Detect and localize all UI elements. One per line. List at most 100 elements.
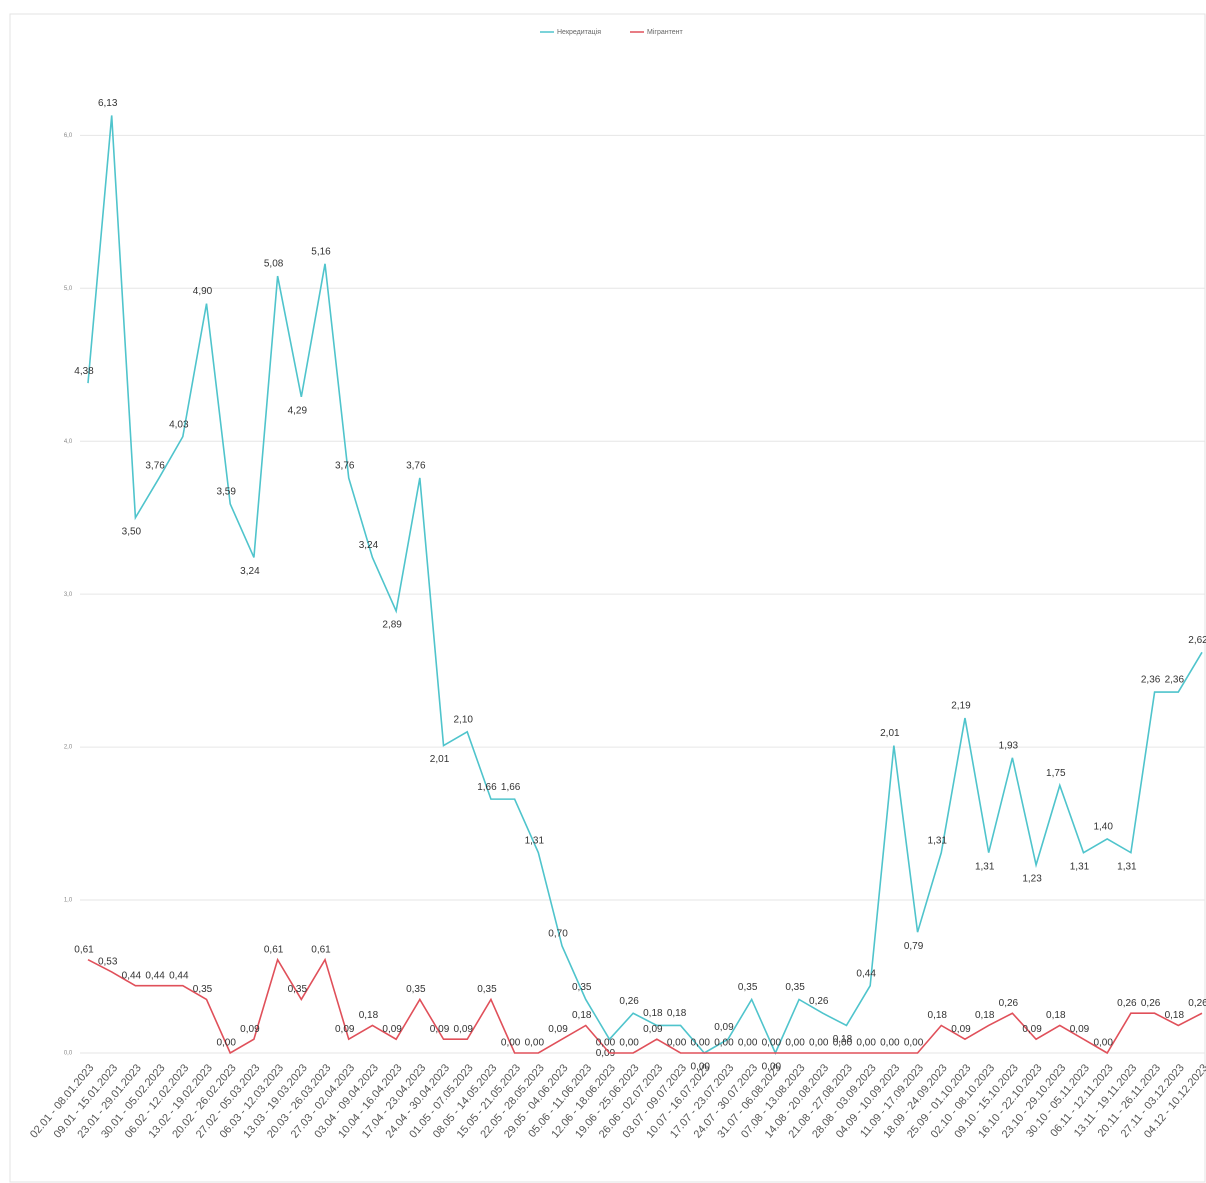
y-tick-label: 1,0 [64,898,73,904]
data-label: 4,03 [169,419,189,430]
data-label: 0,00 [691,1038,711,1049]
data-label: 0,70 [548,929,568,940]
data-label: 0,00 [501,1038,521,1049]
data-label: 0,00 [667,1038,687,1049]
data-label: 0,18 [643,1008,663,1019]
data-label: 0,00 [525,1038,545,1049]
data-label: 0,18 [1165,1010,1185,1021]
chart-border [9,13,1206,1183]
data-label: 0,18 [833,1034,853,1045]
data-label: 0,35 [193,984,213,995]
data-label: 0,00 [785,1038,805,1049]
data-label: 0,00 [762,1038,782,1049]
data-label: 3,76 [406,461,426,472]
data-label: 0,09 [240,1024,260,1035]
data-label: 0,26 [1141,998,1161,1009]
data-label: 0,00 [216,1038,236,1049]
data-label: 0,18 [975,1010,995,1021]
data-label: 3,76 [335,461,355,472]
data-label: 0,18 [1046,1010,1066,1021]
data-label: 0,44 [856,968,876,979]
data-label: 0,35 [738,982,758,993]
data-label: 0,00 [880,1038,900,1049]
data-label: 0,79 [904,941,924,952]
data-label: 0,00 [833,1038,853,1049]
data-label: 0,26 [1117,998,1137,1009]
data-label: 2,89 [382,620,402,631]
data-label: 0,00 [762,1062,782,1073]
data-label: 0,09 [1070,1024,1090,1035]
data-label: 1,40 [1093,822,1113,833]
data-label: 0,35 [406,984,426,995]
data-label: 0,09 [335,1024,355,1035]
data-label: 2,36 [1141,675,1161,686]
data-label: 2,01 [430,754,450,765]
data-label: 0,61 [264,944,284,955]
data-label: 0,09 [1022,1024,1042,1035]
data-label: 5,08 [264,259,284,270]
data-label: 3,24 [359,540,379,551]
data-label: 0,18 [928,1010,948,1021]
data-label: 0,09 [643,1024,663,1035]
data-label: 0,09 [714,1022,734,1033]
data-label: 2,62 [1188,635,1206,646]
data-label: 1,31 [1117,861,1137,872]
data-label: 0,35 [572,982,592,993]
data-label: 0,09 [382,1024,402,1035]
data-label: 1,31 [928,835,948,846]
data-label: 0,44 [122,970,142,981]
data-label: 3,24 [240,566,260,577]
y-tick-label: 5,0 [64,286,73,292]
data-label: 4,29 [288,406,308,417]
data-label: 1,23 [1022,874,1042,885]
data-label: 1,66 [477,782,497,793]
data-label: 0,18 [667,1008,687,1019]
data-label: 0,00 [691,1062,711,1073]
data-label: 0,26 [619,996,639,1007]
data-label: 0,09 [951,1024,971,1035]
data-label: 3,50 [122,526,142,537]
data-label: 1,31 [975,861,995,872]
data-label: 0,35 [477,984,497,995]
data-label: 0,44 [145,970,165,981]
y-tick-label: 0,0 [64,1051,73,1057]
data-label: 0,26 [809,996,829,1007]
data-label: 0,35 [288,984,308,995]
series-line [87,115,1203,1055]
data-label: 2,10 [453,714,473,725]
data-label: 3,76 [145,461,165,472]
y-tick-label: 2,0 [64,745,73,751]
data-label: 0,09 [430,1024,450,1035]
data-label: 2,19 [951,701,971,712]
data-label: 0,00 [596,1038,616,1049]
data-label: 0,00 [856,1038,876,1049]
data-label: 0,00 [738,1038,758,1049]
data-label: 1,75 [1046,768,1066,779]
data-label: 0,61 [74,944,94,955]
data-label: 1,31 [525,835,545,846]
data-label: 2,36 [1165,675,1185,686]
data-label: 1,31 [1070,861,1090,872]
data-label: 0,26 [1188,998,1206,1009]
data-label: 0,00 [714,1038,734,1049]
y-tick-label: 4,0 [64,439,73,445]
data-label: 6,13 [98,98,118,109]
data-label: 0,18 [359,1010,379,1021]
data-label: 4,90 [193,286,213,297]
data-label: 0,00 [619,1038,639,1049]
data-label: 0,00 [1093,1038,1113,1049]
data-label: 0,44 [169,970,189,981]
data-label: 3,59 [216,487,236,498]
y-tick-label: 6,0 [64,133,73,139]
legend-label: Мігрантент [647,28,683,36]
data-label: 0,00 [904,1038,924,1049]
data-label: 0,35 [785,982,805,993]
data-label: 0,61 [311,944,331,955]
data-label: 0,00 [809,1038,829,1049]
data-label: 1,66 [501,782,521,793]
data-label: 5,16 [311,246,331,257]
data-label: 0,53 [98,957,118,968]
data-label: 0,09 [453,1024,473,1035]
data-label: 0,09 [548,1024,568,1035]
